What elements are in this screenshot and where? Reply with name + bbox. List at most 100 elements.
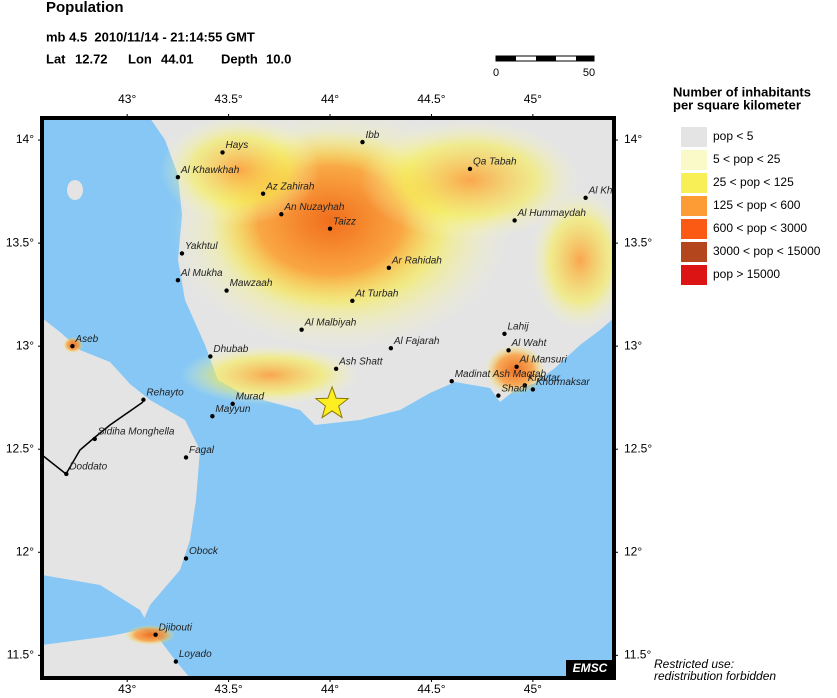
city-label: Al Khawkhah (180, 165, 240, 176)
city-dot (467, 166, 473, 172)
city-dot (350, 298, 355, 304)
map-frame (40, 116, 616, 680)
lat-tick-label: 11.5° (624, 647, 651, 661)
city-dot (583, 195, 588, 200)
city-dot (260, 191, 266, 196)
lon-tick-label: 45° (524, 682, 542, 696)
city-dot (183, 556, 189, 561)
city-dot (179, 251, 185, 256)
city-dot (224, 288, 229, 293)
city-dot (175, 174, 181, 180)
city-label: Ar Rahidah (391, 255, 442, 266)
lat-tick-label: 12.5° (624, 441, 652, 455)
lat-tick-label: 13.5° (624, 235, 652, 249)
scale-end: 50 (583, 67, 595, 79)
city-dot (175, 278, 181, 283)
city-label: Djibouti (159, 622, 193, 633)
city-dot (210, 414, 215, 419)
city-label: Taizz (333, 216, 356, 227)
city-dot (153, 632, 158, 637)
city-dot (70, 343, 75, 349)
lon-tick-label: 45° (524, 92, 542, 106)
map-area (42, 118, 614, 678)
city-label: Fagal (189, 445, 215, 456)
city-label: Dhubab (213, 344, 248, 355)
city-dot (496, 393, 501, 398)
credit: EMSC (566, 660, 614, 678)
legend-swatch (681, 219, 707, 239)
lat-tick-label: 13° (16, 338, 34, 352)
legend-swatch (681, 173, 707, 193)
city-dot (449, 379, 454, 384)
lon-tick-label: 43.5° (215, 92, 243, 106)
notice-1: Restricted use: (654, 657, 734, 671)
city-label: Khormaksar (536, 377, 591, 388)
lat-value: 12.72 (75, 51, 108, 66)
city-dot (92, 436, 97, 442)
credit-text: EMSC (573, 661, 608, 675)
city-label: Mayyun (215, 404, 250, 415)
city-dot (530, 387, 536, 392)
city-dot (299, 327, 304, 332)
city-dot (522, 383, 527, 388)
legend-title-2: per square kilometer (673, 97, 801, 112)
lon-label: Lon (128, 51, 152, 66)
legend-label: 25 < pop < 125 (713, 175, 794, 189)
city-dot (220, 150, 225, 155)
city-label: Madinat Ash Maqtab (455, 369, 547, 380)
legend-title-1: Number of inhabitants (673, 84, 811, 99)
island (67, 180, 83, 200)
lat-tick-label: 12° (624, 544, 642, 558)
legend-label: 600 < pop < 3000 (713, 221, 807, 235)
city-label: Al Waht (511, 338, 548, 349)
city-label: Al Mansuri (519, 354, 568, 365)
lat-tick-label: 12° (16, 544, 34, 558)
city-dot (183, 455, 189, 460)
city-label: An Nuzayhah (283, 202, 344, 213)
legend-label: pop > 15000 (713, 267, 780, 281)
lat-tick-label: 14° (16, 132, 34, 146)
lat-tick-label: 14° (624, 132, 642, 146)
city-dot (502, 331, 507, 336)
lat-tick-label: 13° (624, 338, 642, 352)
city-label: Rehayto (146, 387, 184, 398)
event: mb 4.5 2010/11/14 - 21:14:55 GMT (46, 29, 255, 44)
city-dot (512, 218, 517, 223)
city-label: Yakhtul (185, 241, 218, 252)
city-label: Al Fajarah (393, 336, 440, 347)
legend-swatch (681, 127, 707, 147)
city-label: Lahij (507, 321, 529, 332)
city-dot (279, 212, 284, 217)
depth-value: 10.0 (266, 51, 291, 66)
city-label: Shadi (501, 383, 527, 394)
legend-swatch (681, 265, 707, 285)
city-label: Mawzaah (230, 278, 273, 289)
lat-tick-label: 12.5° (6, 441, 34, 455)
lon-tick-label: 43° (118, 92, 136, 106)
gulf-tadjoura (42, 575, 150, 645)
city-label: Aseb (74, 334, 98, 345)
legend-label: 125 < pop < 600 (713, 198, 801, 212)
city-label: Hays (226, 140, 249, 151)
city-label: Al Hummaydah (517, 208, 587, 219)
lat-tick-label: 13.5° (6, 235, 34, 249)
city-label: Obock (189, 546, 219, 557)
city-dot (173, 659, 179, 664)
border (42, 401, 144, 476)
city-label: Az Zahirah (265, 181, 315, 192)
scale-bar: 0 50 (493, 55, 595, 79)
lon-tick-label: 44° (321, 92, 339, 106)
city-dot (230, 401, 235, 407)
city-label: Al Malbiyah (304, 317, 357, 328)
legend-swatch (681, 196, 707, 216)
city-label: Al Kh (588, 185, 613, 196)
city-label: At Turbah (354, 288, 399, 299)
city-dot (388, 346, 394, 351)
scale-start: 0 (493, 67, 499, 79)
legend-label: 3000 < pop < 15000 (713, 244, 821, 258)
city-label: Ibb (365, 130, 379, 141)
city-label: Doddato (69, 462, 107, 473)
city-dot (333, 366, 339, 372)
lon-tick-label: 43.5° (215, 682, 243, 696)
